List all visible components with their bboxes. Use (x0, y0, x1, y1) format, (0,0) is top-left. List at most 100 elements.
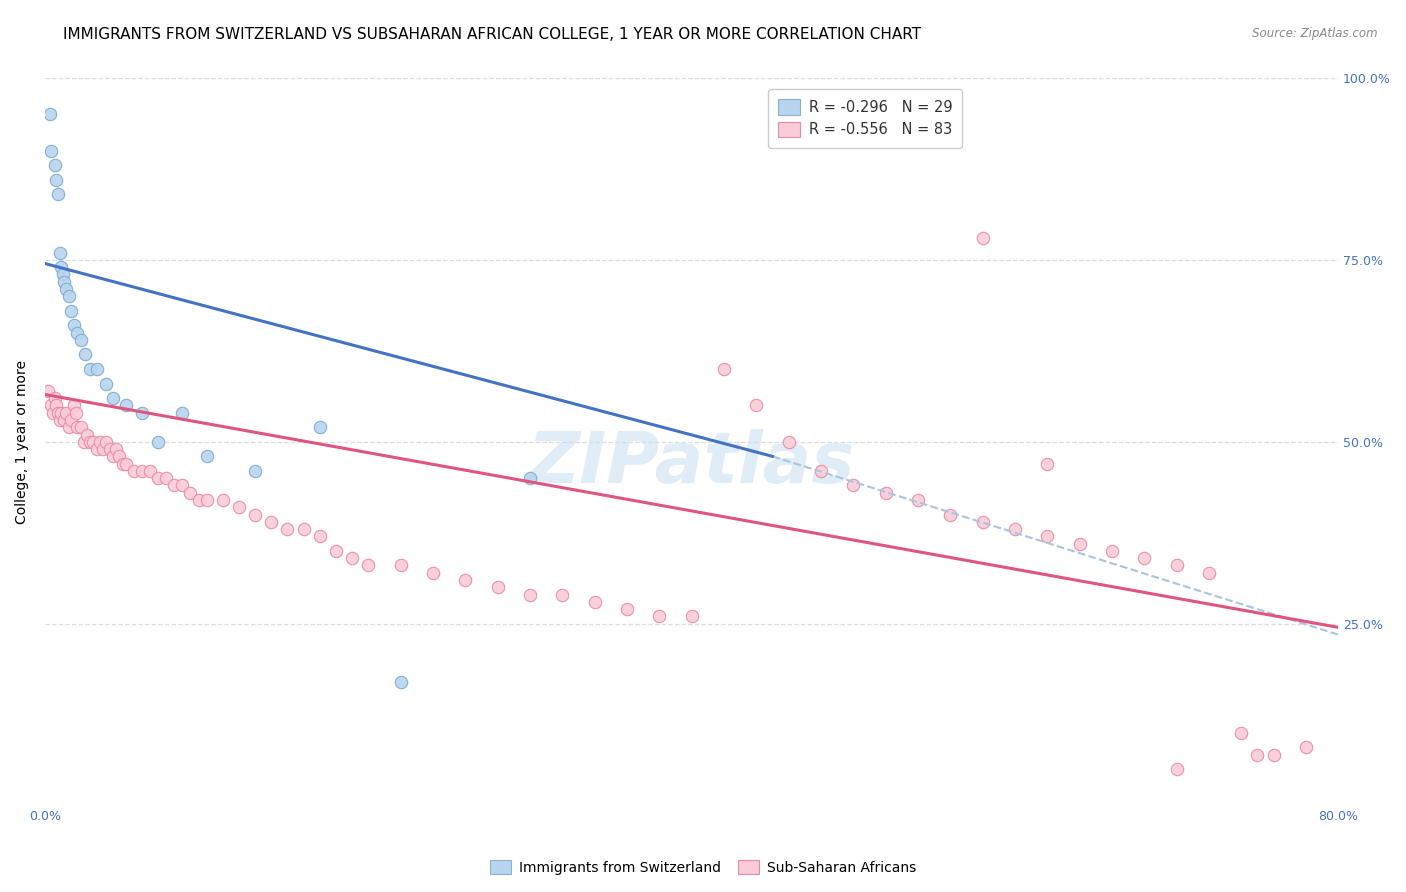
Point (1069, 536, 1091, 550)
Point (82, 434, 104, 449)
Point (172, 478, 194, 492)
Point (131, 406, 153, 420)
Point (1246, 747, 1268, 762)
Point (38, 107, 60, 121)
Point (583, 595, 606, 609)
Point (63, 318, 86, 333)
Point (75, 347, 97, 361)
Point (105, 442, 128, 456)
Point (778, 434, 800, 449)
Point (46, 406, 69, 420)
Point (49, 406, 72, 420)
Point (172, 406, 194, 420)
Point (58, 289, 80, 303)
Point (1198, 566, 1220, 580)
Point (53, 413, 76, 427)
Point (114, 399, 136, 413)
Point (53, 275, 76, 289)
Point (49, 260, 72, 275)
Y-axis label: College, 1 year or more: College, 1 year or more (15, 359, 30, 524)
Point (45, 399, 67, 413)
Point (519, 471, 541, 485)
Point (76, 427, 98, 442)
Point (48, 245, 70, 260)
Point (101, 391, 124, 405)
Text: Source: ZipAtlas.com: Source: ZipAtlas.com (1253, 27, 1378, 40)
Point (66, 326, 89, 340)
Point (972, 515, 994, 529)
Point (45, 173, 67, 187)
Point (101, 450, 124, 464)
Text: IMMIGRANTS FROM SWITZERLAND VS SUBSAHARAN AFRICAN COLLEGE, 1 YEAR OR MORE CORREL: IMMIGRANTS FROM SWITZERLAND VS SUBSAHARA… (63, 27, 921, 42)
Point (211, 493, 233, 508)
Point (616, 602, 638, 616)
Point (111, 457, 134, 471)
Point (65, 406, 87, 420)
Point (58, 420, 80, 434)
Point (98, 442, 121, 456)
Point (86, 442, 108, 456)
Point (276, 522, 298, 536)
Point (96, 376, 118, 391)
Point (1230, 726, 1253, 740)
Point (96, 434, 118, 449)
Point (1036, 529, 1059, 543)
Point (519, 588, 541, 602)
Point (114, 457, 136, 471)
Point (179, 485, 201, 500)
Point (745, 399, 768, 413)
Point (63, 399, 86, 413)
Point (46, 187, 69, 202)
Point (875, 485, 897, 500)
Point (292, 522, 315, 536)
Point (73, 434, 96, 449)
Point (55, 282, 77, 296)
Point (681, 609, 703, 624)
Point (91, 442, 114, 456)
Point (1004, 522, 1026, 536)
Text: ZIPatlas: ZIPatlas (527, 429, 855, 498)
Point (44, 391, 66, 405)
Point (41, 399, 63, 413)
Point (66, 420, 89, 434)
Point (122, 464, 145, 478)
Legend: Immigrants from Switzerland, Sub-Saharan Africans: Immigrants from Switzerland, Sub-Saharan… (484, 855, 922, 880)
Point (357, 558, 380, 573)
Point (551, 588, 574, 602)
Point (187, 493, 209, 508)
Point (260, 515, 283, 529)
Point (810, 464, 832, 478)
Point (1295, 740, 1317, 755)
Point (59, 303, 82, 318)
Point (131, 464, 153, 478)
Point (308, 420, 330, 434)
Point (69, 420, 91, 434)
Point (59, 413, 82, 427)
Point (1166, 762, 1188, 776)
Point (195, 450, 218, 464)
Point (195, 493, 218, 508)
Point (389, 674, 412, 689)
Point (86, 362, 108, 376)
Point (243, 508, 266, 522)
Point (155, 471, 177, 485)
Point (842, 478, 865, 492)
Point (972, 231, 994, 245)
Point (163, 478, 186, 492)
Point (69, 333, 91, 347)
Point (907, 493, 929, 508)
Point (340, 551, 363, 566)
Point (146, 434, 169, 449)
Legend: R = -0.296   N = 29, R = -0.556   N = 83: R = -0.296 N = 29, R = -0.556 N = 83 (768, 89, 962, 148)
Point (139, 464, 162, 478)
Point (79, 434, 101, 449)
Point (325, 544, 347, 558)
Point (308, 529, 330, 543)
Point (37, 384, 59, 398)
Point (939, 508, 962, 522)
Point (243, 464, 266, 478)
Point (454, 573, 477, 587)
Point (108, 450, 131, 464)
Point (89, 434, 111, 449)
Point (41, 144, 63, 158)
